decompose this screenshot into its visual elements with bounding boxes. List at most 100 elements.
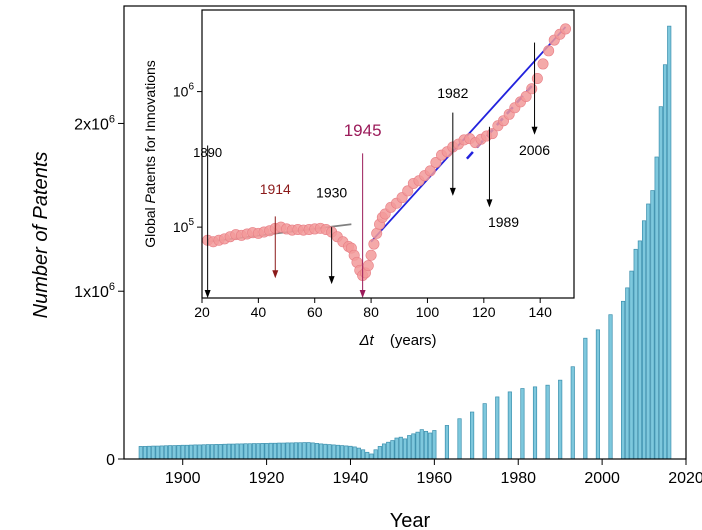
bar xyxy=(596,330,599,459)
bar xyxy=(181,445,184,459)
annotation-label: 1989 xyxy=(488,214,519,230)
bar xyxy=(374,450,377,459)
bar xyxy=(286,443,289,459)
inset-x-tick-label: 60 xyxy=(307,304,323,320)
bar xyxy=(470,412,473,459)
bar xyxy=(626,288,629,459)
bar xyxy=(353,447,356,459)
inset-x-unit: (years) xyxy=(390,332,437,349)
inset-y-tick-label-exponent: 6 xyxy=(188,82,194,93)
bar xyxy=(194,445,197,459)
x-tick-label: 1940 xyxy=(333,470,369,487)
bar xyxy=(370,454,373,459)
bar xyxy=(261,443,264,459)
bar xyxy=(252,444,255,459)
bar xyxy=(147,446,150,459)
y-tick-label: 0 xyxy=(106,452,115,469)
bar xyxy=(412,434,415,459)
bar xyxy=(424,431,427,459)
bar xyxy=(189,445,192,459)
bar xyxy=(269,443,272,459)
bar xyxy=(277,443,280,459)
inset-x-tick-label: 120 xyxy=(472,304,496,320)
inset-y-tick-label-exponent: 5 xyxy=(188,217,194,228)
bar xyxy=(303,443,306,459)
bar xyxy=(164,446,167,459)
bar xyxy=(584,338,587,459)
bar xyxy=(445,425,448,459)
bar xyxy=(294,443,297,459)
bar xyxy=(366,452,369,459)
scatter-point xyxy=(369,239,379,249)
bar xyxy=(655,157,658,459)
inset-y-tick-label: 106 xyxy=(173,82,195,100)
bar xyxy=(630,271,633,459)
bar xyxy=(160,446,163,459)
bar xyxy=(168,446,171,459)
bar xyxy=(647,204,650,459)
bar xyxy=(483,404,486,459)
bar xyxy=(324,444,327,459)
y-tick-label-mantissa: 2x10 xyxy=(74,116,109,133)
bar xyxy=(248,444,251,459)
bar xyxy=(416,432,419,459)
scatter-point xyxy=(532,73,542,83)
bar xyxy=(349,446,352,459)
annotation-label: 1914 xyxy=(260,181,291,197)
inset-x-tick-label: 20 xyxy=(194,304,210,320)
inset-y-label-part: atents for Innovations xyxy=(142,60,158,194)
annotation-label: 1890 xyxy=(193,145,222,160)
inset-x-tick-label: 40 xyxy=(251,304,267,320)
bar xyxy=(336,445,339,459)
bar xyxy=(206,445,209,459)
bar xyxy=(521,389,524,459)
bar xyxy=(210,445,213,459)
bar xyxy=(428,433,431,459)
bar xyxy=(558,380,561,459)
bar xyxy=(395,438,398,459)
y-tick-label-exponent: 6 xyxy=(109,281,115,293)
y-tick-label-mantissa: 1x10 xyxy=(74,284,109,301)
x-tick-label: 1900 xyxy=(165,470,201,487)
bar xyxy=(185,445,188,459)
bar xyxy=(156,446,159,459)
bar xyxy=(298,443,301,459)
y-tick-label: 1x106 xyxy=(74,281,115,301)
inset-y-label-part: Global xyxy=(142,203,158,247)
inset-x-tick-label: 80 xyxy=(363,304,379,320)
annotation-label: 1945 xyxy=(344,121,382,140)
bar xyxy=(265,443,268,459)
bar xyxy=(202,445,205,459)
bar xyxy=(609,315,612,459)
bar xyxy=(621,301,624,459)
bar xyxy=(143,446,146,459)
bar xyxy=(659,107,662,459)
bar xyxy=(399,437,402,459)
bar xyxy=(290,443,293,459)
bar xyxy=(223,444,226,459)
bar xyxy=(508,392,511,459)
bar xyxy=(311,443,314,459)
bar xyxy=(496,397,499,459)
annotation-label: 1930 xyxy=(316,185,347,201)
annotation-label: 1982 xyxy=(437,85,468,101)
bar xyxy=(177,445,180,459)
y-tick-label-mantissa: 0 xyxy=(106,452,115,469)
bar xyxy=(240,444,243,459)
x-tick-label: 1960 xyxy=(417,470,453,487)
bar xyxy=(244,444,247,459)
bar xyxy=(340,446,343,459)
scatter-point xyxy=(363,260,373,270)
bar xyxy=(315,443,318,459)
annotation-label: 2006 xyxy=(519,142,550,158)
bar xyxy=(403,439,406,459)
bar xyxy=(668,26,671,459)
y-tick-label-exponent: 6 xyxy=(109,113,115,125)
bar xyxy=(651,191,654,459)
bar xyxy=(546,385,549,459)
bar xyxy=(458,419,461,459)
bar xyxy=(152,446,155,459)
x-tick-label: 2000 xyxy=(584,470,620,487)
bar xyxy=(571,367,574,459)
bar xyxy=(361,450,364,459)
